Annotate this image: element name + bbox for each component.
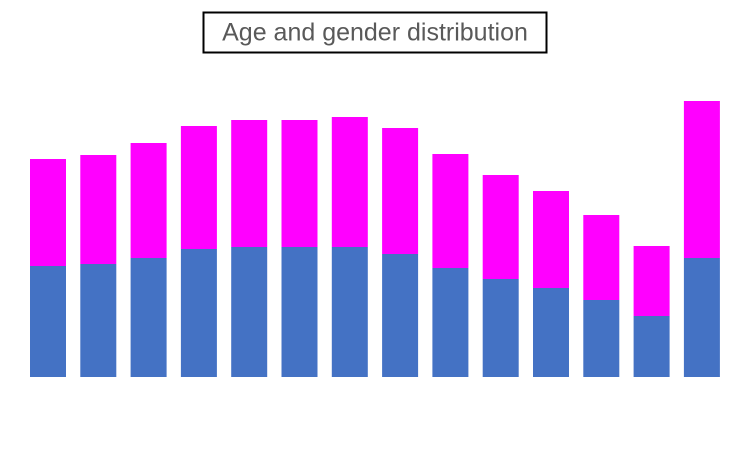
- bar-segment: [482, 279, 519, 377]
- bar-segment: [331, 117, 368, 247]
- bar-segment: [231, 247, 268, 377]
- chart-title: Age and gender distribution: [222, 19, 528, 47]
- bar-segment: [281, 247, 318, 377]
- bar-segment: [130, 258, 167, 377]
- bar-segment: [432, 154, 469, 268]
- bar-segment: [533, 288, 569, 377]
- bar-segment: [30, 266, 66, 377]
- bar-segment: [331, 247, 368, 377]
- bar-segment: [482, 175, 519, 279]
- bar-segment: [432, 268, 469, 377]
- bar-segment: [130, 143, 167, 258]
- bar-segment: [30, 159, 66, 266]
- bar-segment: [683, 258, 720, 377]
- bar-segment: [281, 120, 318, 247]
- bar-segment: [583, 215, 620, 300]
- title-box: [202, 11, 548, 54]
- bar-segment: [180, 249, 217, 377]
- bar-segment: [583, 300, 620, 377]
- bar-segment: [180, 126, 217, 249]
- bar-segment: [382, 254, 419, 377]
- bar-segment: [633, 246, 670, 316]
- bar-segment: [382, 128, 419, 254]
- bar-segment: [633, 316, 670, 377]
- bar-segment: [80, 155, 117, 264]
- bar-segment: [533, 191, 569, 288]
- bar-segment: [80, 264, 117, 377]
- bar-segment: [231, 120, 268, 247]
- bar-segment: [683, 101, 720, 258]
